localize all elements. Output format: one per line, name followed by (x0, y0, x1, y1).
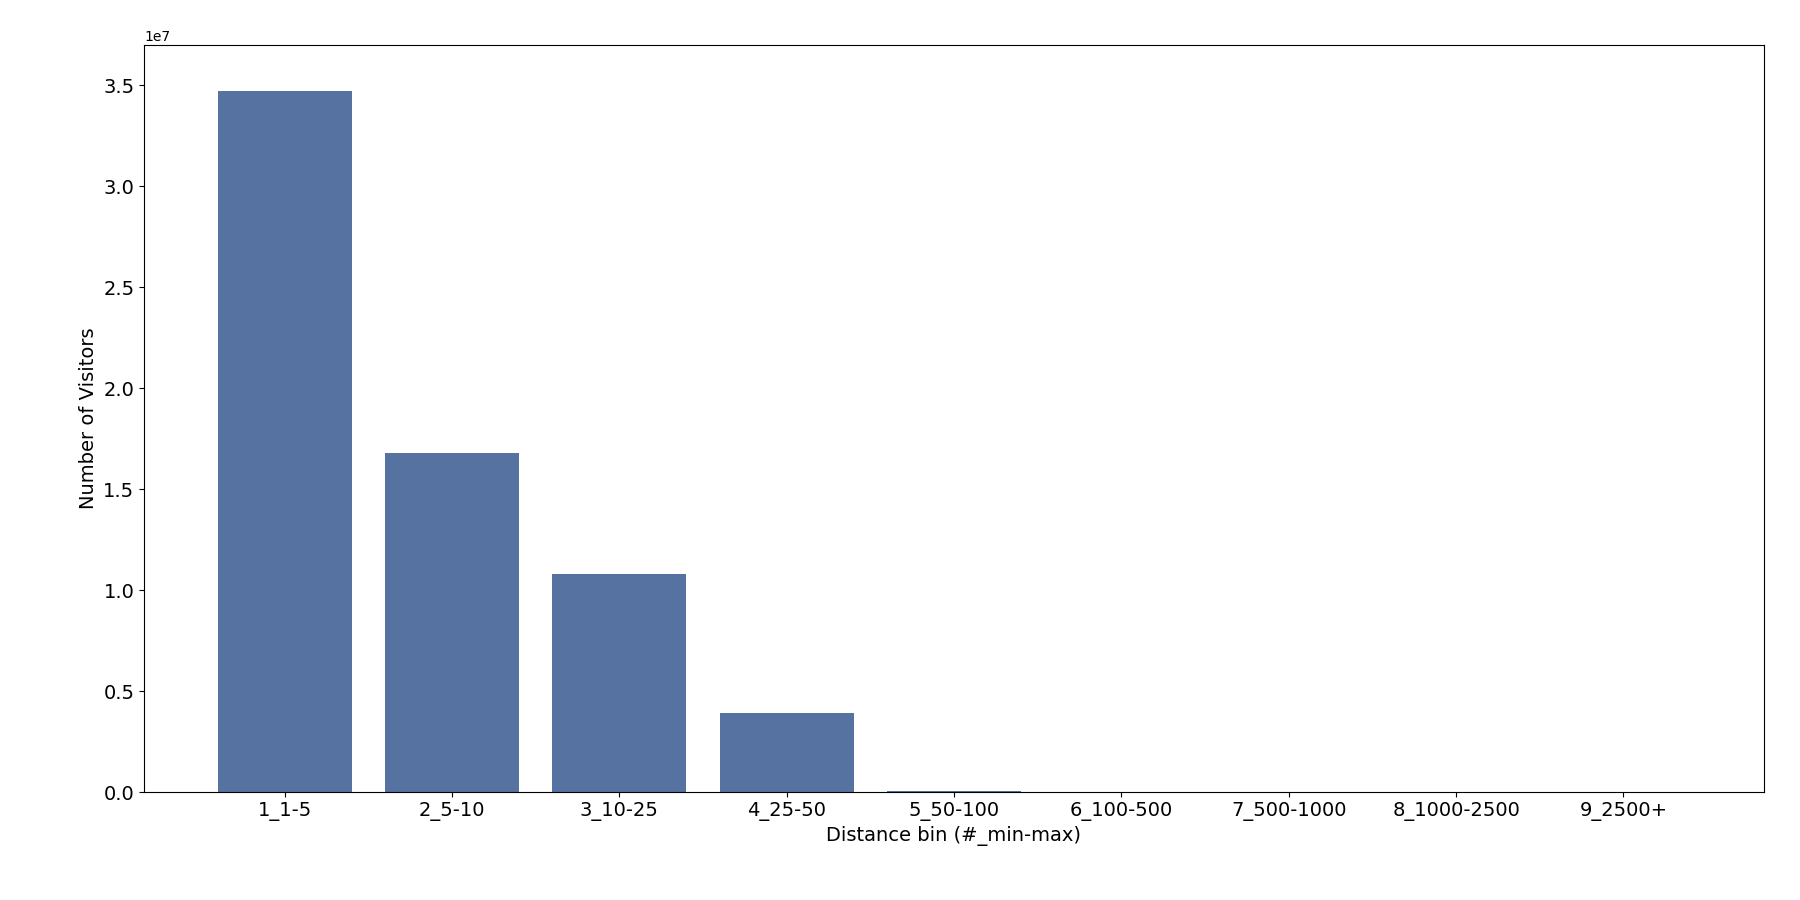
Bar (553, 574, 686, 792)
Bar (385, 453, 518, 792)
X-axis label: Distance bin (#_min-max): Distance bin (#_min-max) (826, 826, 1082, 846)
Bar (887, 791, 1021, 792)
Y-axis label: Number of Visitors: Number of Visitors (79, 328, 97, 509)
Bar (720, 714, 853, 792)
Bar (218, 92, 351, 792)
